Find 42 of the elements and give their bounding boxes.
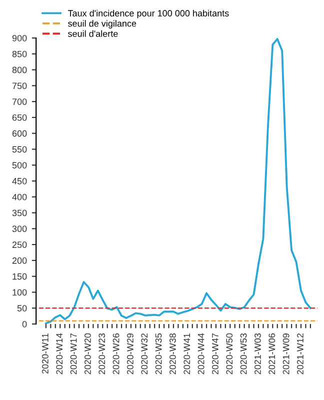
y-tick-label: 50 [17,305,27,312]
x-tick-label: 2021-W03 [254,333,261,374]
x-tick-label: 2020-W17 [70,333,77,374]
y-tick-label: 600 [12,130,27,137]
y-tick-label: 500 [12,162,27,168]
y-tick-label: 750 [12,82,27,90]
y-tick-label: 150 [12,273,27,280]
x-tick-label: 2020-W47 [212,333,218,374]
y-tick-label: 400 [12,194,27,200]
y-tick-label: 550 [12,146,27,153]
x-tick-label: 2020-W29 [127,333,134,374]
y-tick-label: 350 [12,210,27,216]
x-tick-label: 2020-W53 [240,333,247,374]
y-tick-label: 250 [12,242,27,248]
legend-label: Taux d'incidence pour 100 000 habitants [68,10,229,18]
y-tick-label: 850 [12,50,27,58]
x-tick-label: 2020-W20 [84,333,91,374]
x-tick-label: 2020-W44 [198,333,204,374]
legend-label: seuil de vigilance [68,20,136,28]
x-tick-label: 2020-W23 [98,333,106,374]
legend-label: seuil d'alerte [68,30,118,37]
x-tick-label: 2020-W32 [141,333,148,374]
y-tick-label: 650 [12,114,27,121]
x-tick-label: 2020-W38 [170,333,176,374]
x-tick-label: 2021-W09 [282,333,290,374]
x-tick-label: 2020-W11 [42,333,48,374]
x-tick-label: 2020-W35 [155,333,162,374]
y-tick-label: 900 [12,34,27,42]
x-tick-label: 2021-W12 [297,333,304,374]
y-tick-label: 100 [12,289,27,296]
y-tick-label: 0 [22,320,27,328]
x-tick-label: 2021-W06 [268,333,276,374]
y-tick-label: 800 [12,66,27,74]
y-tick-label: 300 [12,226,27,232]
x-tick-label: 2020-W26 [112,333,120,374]
x-tick-label: 2020-W41 [184,333,190,374]
x-tick-label: 2020-W14 [56,333,63,374]
y-tick-label: 450 [12,178,27,184]
y-tick-label: 700 [12,98,27,105]
line-series [44,38,312,324]
y-tick-label: 200 [12,257,27,264]
x-tick-label: 2020-W50 [226,333,233,374]
